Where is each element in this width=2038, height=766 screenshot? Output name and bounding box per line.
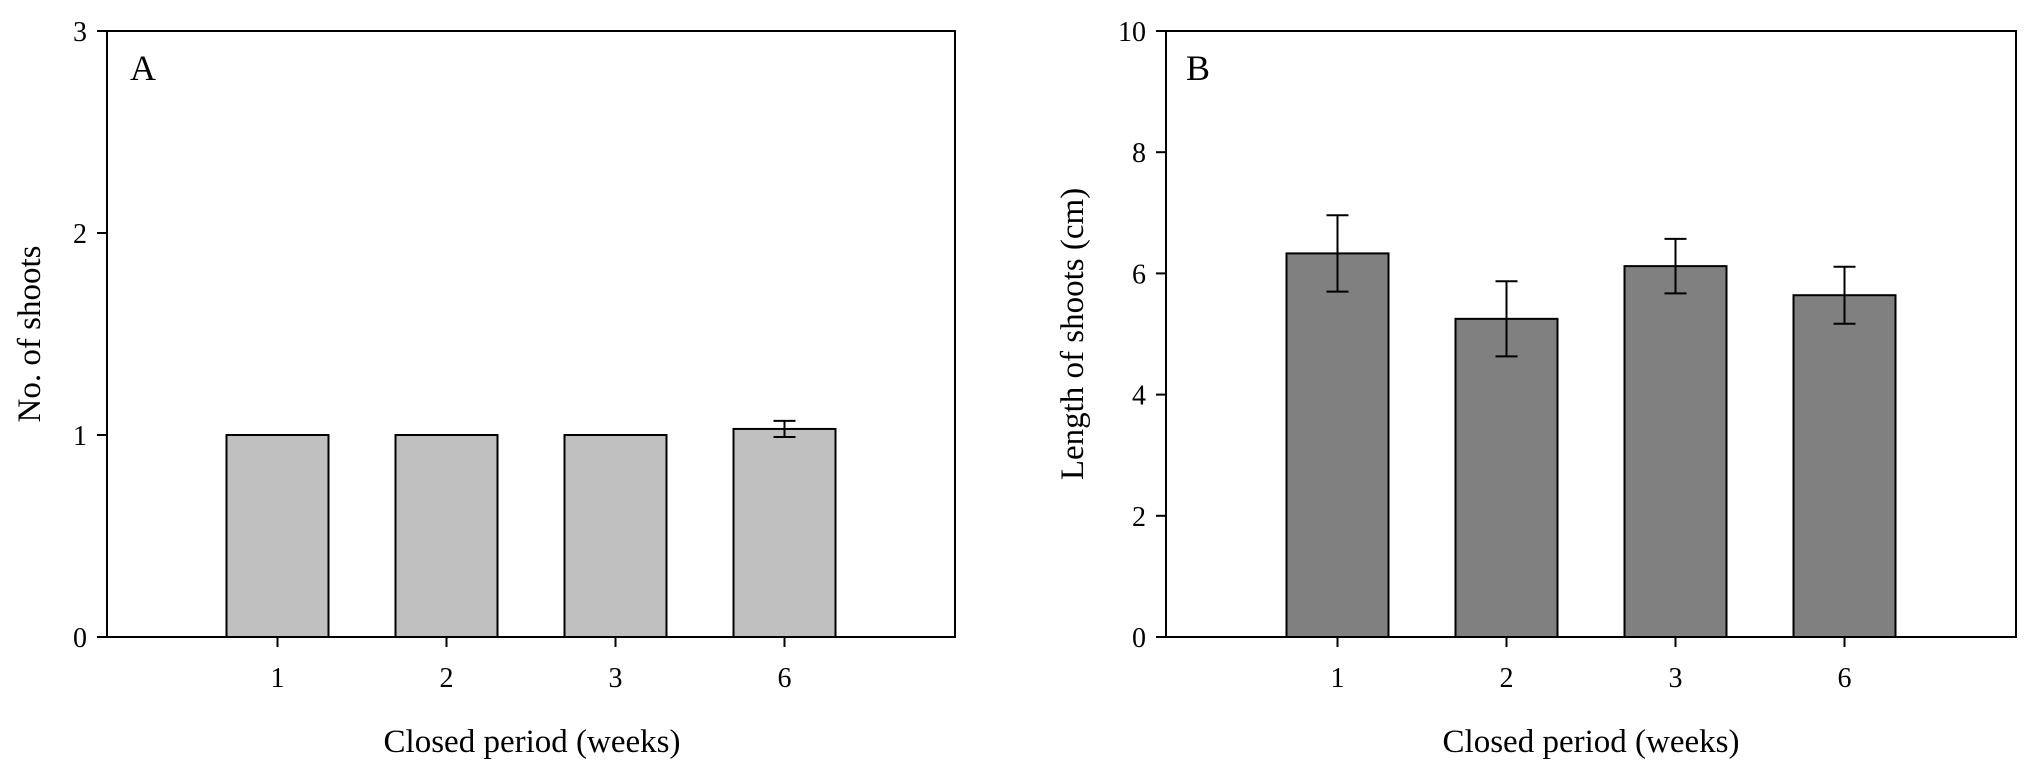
x-tick-label-a-2: 2 (440, 663, 454, 694)
panel-label-a: A (130, 48, 156, 88)
x-tick-label-b-6: 6 (1838, 663, 1852, 694)
bar-a-2 (394, 434, 499, 638)
plot-frame-b (1165, 30, 2017, 638)
y-tick-label-a-0: 0 (73, 623, 87, 654)
x-tick-label-a-1: 1 (271, 663, 285, 694)
y-tick-label-b-6: 6 (1132, 259, 1146, 290)
error-bar-b-3 (1664, 237, 1687, 295)
y-tick-label-b-10: 10 (1118, 17, 1146, 48)
y-axis-label-b: Length of shoots (cm) (1055, 188, 1091, 480)
error-bar-a-6 (773, 419, 796, 439)
chart-panel-a: A Closed period (weeks) No. of shoots 0 1… (12, 17, 956, 760)
y-tick-label-b-4: 4 (1132, 381, 1146, 412)
x-tick-label-b-1: 1 (1331, 663, 1345, 694)
y-tick-label-b-2: 2 (1132, 502, 1146, 533)
y-tick-label-b-0: 0 (1132, 623, 1146, 654)
bar-a-6 (732, 427, 837, 638)
bar-b-3 (1623, 265, 1728, 638)
panel-label-b: B (1186, 48, 1210, 88)
error-bar-b-1 (1326, 214, 1349, 293)
y-axis-label-a: No. of shoots (12, 246, 48, 423)
error-bar-b-6 (1833, 265, 1856, 325)
y-tick-label-a-1: 1 (73, 421, 87, 452)
x-tick-label-b-3: 3 (1669, 663, 1683, 694)
chart-panel-b: B Closed period (weeks) Length of shoots… (1055, 17, 2017, 760)
x-tick-label-a-3: 3 (609, 663, 623, 694)
x-axis-label-b: Closed period (weeks) (1443, 724, 1740, 760)
plot-frame-a (106, 30, 956, 638)
x-axis-label-a: Closed period (weeks) (384, 724, 681, 760)
bar-b-2 (1454, 317, 1559, 638)
bar-b-1 (1285, 252, 1390, 638)
bar-b-6 (1792, 294, 1897, 638)
y-tick-label-b-8: 8 (1132, 138, 1146, 169)
error-bar-b-2 (1495, 280, 1518, 358)
x-tick-label-b-2: 2 (1500, 663, 1514, 694)
bar-a-1 (225, 434, 330, 638)
x-tick-label-a-6: 6 (778, 663, 792, 694)
y-tick-label-a-3: 3 (73, 17, 87, 48)
y-tick-label-a-2: 2 (73, 219, 87, 250)
bar-a-3 (563, 434, 668, 638)
